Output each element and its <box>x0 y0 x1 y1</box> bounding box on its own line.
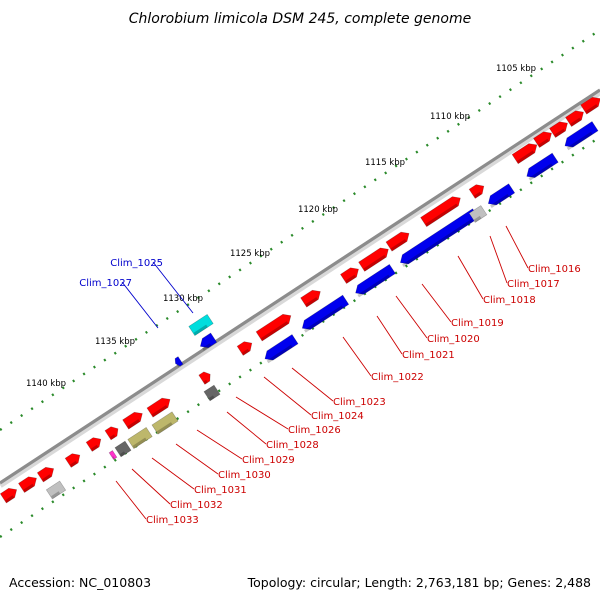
tick-label-1115: 1115 kbp <box>365 158 405 168</box>
leader-line-clim_1018 <box>457 255 484 300</box>
gene-label-clim_1032[interactable]: Clim_1032 <box>170 500 223 511</box>
leader-line-clim_1021 <box>376 315 403 355</box>
forward-gene-19 <box>64 453 81 468</box>
dark-gray-gene-2 <box>114 440 132 458</box>
accession-text: Accession: NC_010803 <box>9 575 151 590</box>
tick-label-1110: 1110 kbp <box>430 112 470 122</box>
gene-label-clim_1028[interactable]: Clim_1028 <box>266 440 319 451</box>
olive-gene-2 <box>127 426 153 450</box>
gene-label-clim_1016[interactable]: Clim_1016 <box>528 264 581 275</box>
leader-line-clim_1024 <box>263 376 312 416</box>
forward-gene-4 <box>533 131 552 148</box>
forward-gene-14 <box>198 371 211 385</box>
leader-line-clim_1025 <box>152 261 194 314</box>
gene-labels: Clim_1016 Clim_1017 Clim_1018 Clim_1019 Clim… <box>79 225 581 526</box>
gray-gene-1 <box>468 205 488 223</box>
summary-text: Topology: circular; Length: 2,763,181 bp… <box>247 575 591 590</box>
small-reverse-gene <box>174 356 184 368</box>
gene-label-clim_1017[interactable]: Clim_1017 <box>507 279 560 290</box>
tick-label-1125: 1125 kbp <box>230 249 270 259</box>
reverse-gene-2 <box>526 152 559 181</box>
tick-label-1120: 1120 kbp <box>298 205 338 215</box>
trna-gene <box>188 313 214 337</box>
olive-gene-1 <box>151 411 179 435</box>
misc-feature <box>108 450 118 460</box>
backbone <box>0 88 600 485</box>
reverse-gene-1 <box>564 121 599 151</box>
gene-label-clim_1018[interactable]: Clim_1018 <box>483 295 536 306</box>
gene-label-clim_1030[interactable]: Clim_1030 <box>218 470 271 481</box>
leader-line-clim_1033 <box>115 480 147 520</box>
reverse-gene-5 <box>355 263 396 298</box>
gene-label-clim_1029[interactable]: Clim_1029 <box>242 455 295 466</box>
gene-label-clim_1027[interactable]: Clim_1027 <box>79 278 132 289</box>
gene-label-clim_1020[interactable]: Clim_1020 <box>427 334 480 345</box>
forward-gene-18 <box>85 437 102 452</box>
gene-label-clim_1031[interactable]: Clim_1031 <box>194 485 247 496</box>
gene-label-clim_1023[interactable]: Clim_1023 <box>333 397 386 408</box>
forward-gene-9 <box>358 247 389 272</box>
forward-gene-1 <box>580 96 600 115</box>
forward-gene-11 <box>300 289 321 308</box>
forward-gene-6 <box>468 184 485 199</box>
reverse-gene-3 <box>487 183 516 208</box>
forward-gene-15 <box>146 397 171 418</box>
forward-gene-7 <box>420 196 461 228</box>
tick-label-1105: 1105 kbp <box>496 64 536 74</box>
backbone-shadow <box>0 89 600 488</box>
forward-gene-2 <box>565 110 584 127</box>
reverse-gene-7 <box>264 334 299 364</box>
forward-gene-13 <box>236 341 253 356</box>
leader-line-clim_1023 <box>291 367 334 402</box>
leader-line-clim_1028 <box>226 411 267 445</box>
forward-gene-17 <box>104 426 119 441</box>
forward-gene-20 <box>36 466 55 483</box>
reverse-gene-8 <box>199 332 218 351</box>
gene-label-clim_1026[interactable]: Clim_1026 <box>288 425 341 436</box>
dark-gray-gene-1 <box>203 384 221 402</box>
forward-gene-5 <box>511 143 538 165</box>
gene-label-clim_1024[interactable]: Clim_1024 <box>311 411 364 422</box>
gene-label-clim_1022[interactable]: Clim_1022 <box>371 372 424 383</box>
tick-label-1130: 1130 kbp <box>163 294 203 304</box>
leader-line-clim_1016 <box>505 225 529 269</box>
forward-gene-21 <box>18 476 37 493</box>
leader-line-clim_1020 <box>395 295 428 339</box>
leader-line-clim_1022 <box>342 336 372 377</box>
gray-gene-2 <box>45 480 67 500</box>
forward-gene-3 <box>549 121 568 138</box>
tick-label-1135: 1135 kbp <box>95 337 135 347</box>
leader-line-clim_1026 <box>235 396 289 430</box>
forward-gene-10 <box>340 267 359 284</box>
forward-gene-16 <box>122 411 143 430</box>
forward-gene-22 <box>0 487 18 504</box>
tick-labels: 1105 kbp 1110 kbp 1115 kbp 1120 kbp 1125 kbp… <box>26 64 536 389</box>
map-title: Chlorobium limicola DSM 245, complete ge… <box>129 11 472 27</box>
inner-tick-arc <box>0 136 600 538</box>
gene-label-clim_1033[interactable]: Clim_1033 <box>146 515 199 526</box>
outer-tick-arc <box>0 29 600 431</box>
gene-label-clim_1025[interactable]: Clim_1025 <box>110 258 163 269</box>
leader-line-clim_1017 <box>489 235 508 284</box>
gene-label-clim_1019[interactable]: Clim_1019 <box>451 318 504 329</box>
gene-label-clim_1021[interactable]: Clim_1021 <box>402 350 455 361</box>
tick-label-1140: 1140 kbp <box>26 379 66 389</box>
leader-line-clim_1029 <box>196 429 243 460</box>
reverse-gene-6 <box>301 294 350 333</box>
forward-gene-12 <box>255 313 292 342</box>
leader-line-clim_1019 <box>421 283 452 323</box>
leader-line-clim_1032 <box>131 468 171 505</box>
gene-features <box>0 96 600 504</box>
leader-line-clim_1030 <box>175 443 219 475</box>
leader-line-clim_1031 <box>151 457 195 490</box>
forward-gene-8 <box>385 231 410 252</box>
leader-line-clim_1027 <box>121 281 159 329</box>
